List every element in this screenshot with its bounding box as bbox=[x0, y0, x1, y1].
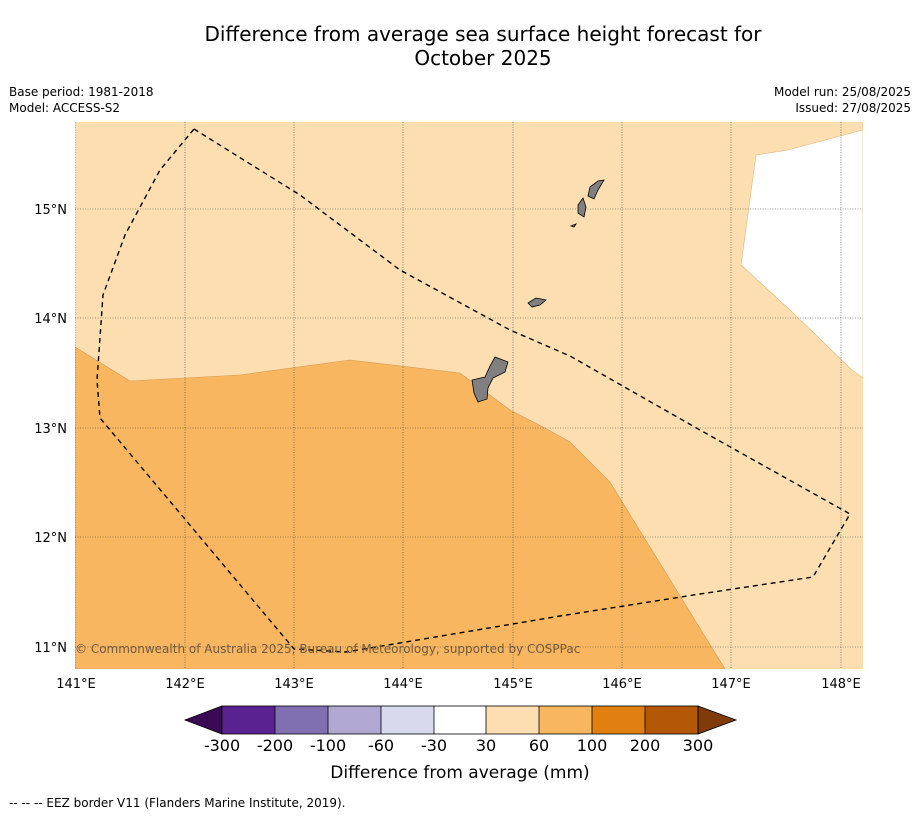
lat-tick-label: 14°N bbox=[34, 312, 67, 327]
lon-tick-label: 141°E bbox=[56, 677, 96, 692]
colorbar-frame bbox=[221, 705, 699, 735]
map-figure: © Commonwealth of Australia 2025, Bureau… bbox=[34, 122, 863, 783]
lon-tick-label: 147°E bbox=[711, 677, 751, 692]
colorbar-swatch bbox=[645, 706, 698, 734]
colorbar-label: 200 bbox=[630, 736, 661, 755]
colorbar-extend-low bbox=[183, 705, 223, 735]
colorbar-swatch bbox=[275, 706, 328, 734]
eez-border bbox=[96, 128, 851, 653]
issued-date: Issued: 27/08/2025 bbox=[795, 101, 911, 115]
chart-title: Difference from average sea surface heig… bbox=[0, 22, 919, 70]
lon-tick-label: 143°E bbox=[274, 677, 314, 692]
colorbar-label: -60 bbox=[368, 736, 394, 755]
title-line-2: October 2025 bbox=[414, 46, 552, 70]
colorbar: -300 -200 -100 -60 -30 30 60 100 200 300… bbox=[183, 705, 738, 783]
lat-tick-label: 11°N bbox=[34, 641, 67, 656]
title-line-1: Difference from average sea surface heig… bbox=[204, 22, 762, 46]
colorbar-swatch bbox=[434, 706, 486, 734]
footnote: -- -- -- EEZ border V11 (Flanders Marine… bbox=[9, 796, 346, 810]
colorbar-swatch bbox=[328, 706, 381, 734]
tinian-island bbox=[577, 197, 587, 218]
lon-tick-labels: 141°E 142°E 143°E 144°E 145°E 146°E 147°… bbox=[56, 677, 861, 692]
neutral-anomaly-region bbox=[740, 122, 863, 379]
lon-tick-label: 148°E bbox=[821, 677, 861, 692]
guam-island bbox=[471, 356, 509, 403]
colorbar-title: Difference from average (mm) bbox=[330, 763, 589, 783]
colorbar-swatch bbox=[592, 706, 645, 734]
islands bbox=[471, 179, 605, 403]
higher-anomaly-region bbox=[75, 346, 726, 669]
model-name: Model: ACCESS-S2 bbox=[9, 101, 121, 115]
meta-right: Model run: 25/08/2025 Issued: 27/08/2025 bbox=[774, 84, 911, 116]
colorbar-swatch bbox=[486, 706, 539, 734]
colorbar-swatch bbox=[222, 706, 275, 734]
colorbar-label: -30 bbox=[421, 736, 447, 755]
colorbar-label: 60 bbox=[529, 736, 549, 755]
lat-tick-label: 15°N bbox=[34, 203, 67, 218]
model-run: Model run: 25/08/2025 bbox=[773, 85, 911, 99]
colorbar-label: -200 bbox=[257, 736, 293, 755]
meta-left: Base period: 1981-2018 Model: ACCESS-S2 bbox=[9, 84, 154, 116]
lat-tick-label: 13°N bbox=[34, 422, 67, 437]
aguijan-island bbox=[569, 223, 578, 228]
colorbar-label: -100 bbox=[310, 736, 346, 755]
colorbar-label: -300 bbox=[204, 736, 240, 755]
colorbar-swatch bbox=[539, 706, 592, 734]
lon-tick-label: 144°E bbox=[383, 677, 423, 692]
colorbar-extend-high bbox=[697, 705, 738, 735]
colorbar-label: 100 bbox=[577, 736, 608, 755]
gridlines bbox=[75, 122, 863, 669]
lon-tick-label: 145°E bbox=[493, 677, 533, 692]
colorbar-swatch bbox=[381, 706, 434, 734]
base-period: Base period: 1981-2018 bbox=[9, 85, 154, 99]
lat-tick-label: 12°N bbox=[34, 531, 67, 546]
lon-tick-label: 146°E bbox=[602, 677, 642, 692]
rota-island bbox=[527, 297, 547, 308]
colorbar-label: 30 bbox=[476, 736, 496, 755]
colorbar-label: 300 bbox=[683, 736, 714, 755]
lon-tick-label: 142°E bbox=[165, 677, 205, 692]
lat-tick-labels: 11°N 12°N 13°N 14°N 15°N bbox=[34, 203, 67, 656]
saipan-island bbox=[587, 179, 605, 200]
copyright-text: © Commonwealth of Australia 2025, Bureau… bbox=[75, 642, 580, 656]
